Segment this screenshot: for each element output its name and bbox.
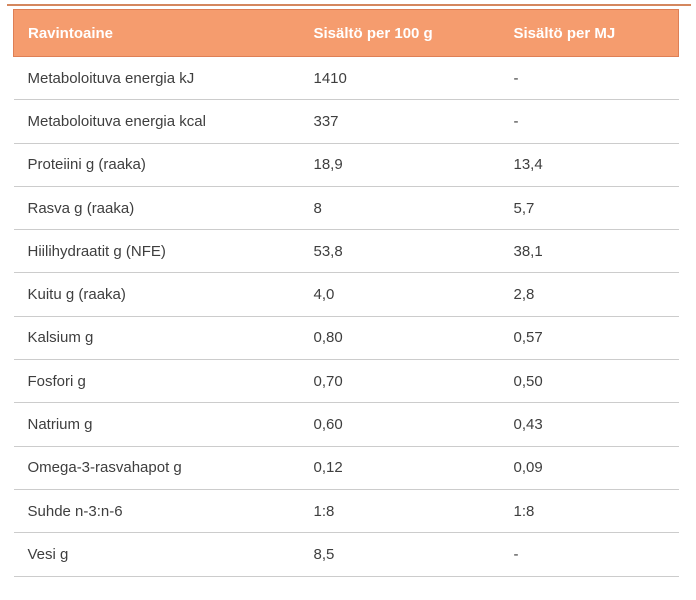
per-mj-value-cell: 13,4 (513, 143, 679, 187)
per-mj-value-cell: - (513, 99, 679, 144)
table-row: Fosfori g 0,70 0,50 (13, 359, 679, 404)
nutrient-name-cell: Fosfori g (13, 359, 314, 404)
nutrient-name-cell: Proteiini g (raaka) (13, 143, 314, 187)
table-row: Natrium g 0,60 0,43 (13, 402, 679, 447)
per-mj-value-cell: 1:8 (513, 489, 679, 534)
table-row: Hiilihydraatit g (NFE) 53,8 38,1 (13, 229, 679, 274)
table-row: Proteiini g (raaka) 18,9 13,4 (13, 143, 679, 187)
nutrient-name-cell: Hiilihydraatit g (NFE) (13, 229, 314, 274)
per-100g-value-cell: 1410 (313, 56, 514, 101)
column-header-per-100g: Sisältö per 100 g (313, 9, 514, 57)
nutrient-name-cell: Metaboloituva energia kcal (13, 99, 314, 144)
nutrient-name-cell: Kalsium g (13, 316, 314, 361)
per-100g-value-cell: 0,12 (313, 446, 514, 490)
column-header-per-mj: Sisältö per MJ (513, 9, 679, 57)
header-row: Ravintoaine Sisältö per 100 g Sisältö pe… (13, 9, 679, 57)
per-100g-value-cell: 53,8 (313, 229, 514, 274)
per-100g-value-cell: 8,5 (313, 532, 514, 577)
table-header: Ravintoaine Sisältö per 100 g Sisältö pe… (13, 9, 679, 57)
nutrient-name-cell: Rasva g (raaka) (13, 186, 314, 231)
per-100g-value-cell: 0,80 (313, 316, 514, 361)
per-mj-value-cell: - (513, 532, 679, 577)
nutrient-name-cell: Suhde n-3:n-6 (13, 489, 314, 534)
per-mj-value-cell: 0,09 (513, 446, 679, 490)
table-row: Suhde n-3:n-6 1:8 1:8 (13, 489, 679, 534)
per-mj-value-cell: 5,7 (513, 186, 679, 231)
table-row: Metaboloituva energia kJ 1410 - (13, 56, 679, 101)
nutrient-name-cell: Omega-3-rasvahapot g (13, 446, 314, 490)
per-mj-value-cell: 0,43 (513, 402, 679, 447)
nutrient-name-cell: Natrium g (13, 402, 314, 447)
per-100g-value-cell: 0,60 (313, 402, 514, 447)
nutrient-name-cell: Vesi g (13, 532, 314, 577)
per-100g-value-cell: 4,0 (313, 272, 514, 317)
table-row: Kalsium g 0,80 0,57 (13, 316, 679, 361)
table-row: Omega-3-rasvahapot g 0,12 0,09 (13, 446, 679, 490)
per-100g-value-cell: 337 (313, 99, 514, 144)
table-row: Rasva g (raaka) 8 5,7 (13, 186, 679, 231)
per-mj-value-cell: 0,57 (513, 316, 679, 361)
per-mj-value-cell: 2,8 (513, 272, 679, 317)
column-header-nutrient: Ravintoaine (13, 9, 314, 57)
per-mj-value-cell: 38,1 (513, 229, 679, 274)
table-row: Vesi g 8,5 - (13, 532, 679, 577)
table-row: Kuitu g (raaka) 4,0 2,8 (13, 272, 679, 317)
nutrition-table: Ravintoaine Sisältö per 100 g Sisältö pe… (13, 9, 679, 577)
per-100g-value-cell: 18,9 (313, 143, 514, 187)
per-100g-value-cell: 0,70 (313, 359, 514, 404)
table-row: Metaboloituva energia kcal 337 - (13, 99, 679, 144)
nutrient-name-cell: Metaboloituva energia kJ (13, 56, 314, 101)
nutrient-name-cell: Kuitu g (raaka) (13, 272, 314, 317)
per-100g-value-cell: 1:8 (313, 489, 514, 534)
table-body: Metaboloituva energia kJ 1410 - Metabolo… (13, 56, 679, 577)
per-100g-value-cell: 8 (313, 186, 514, 231)
per-mj-value-cell: 0,50 (513, 359, 679, 404)
per-mj-value-cell: - (513, 56, 679, 101)
top-divider-strip (7, 4, 691, 6)
